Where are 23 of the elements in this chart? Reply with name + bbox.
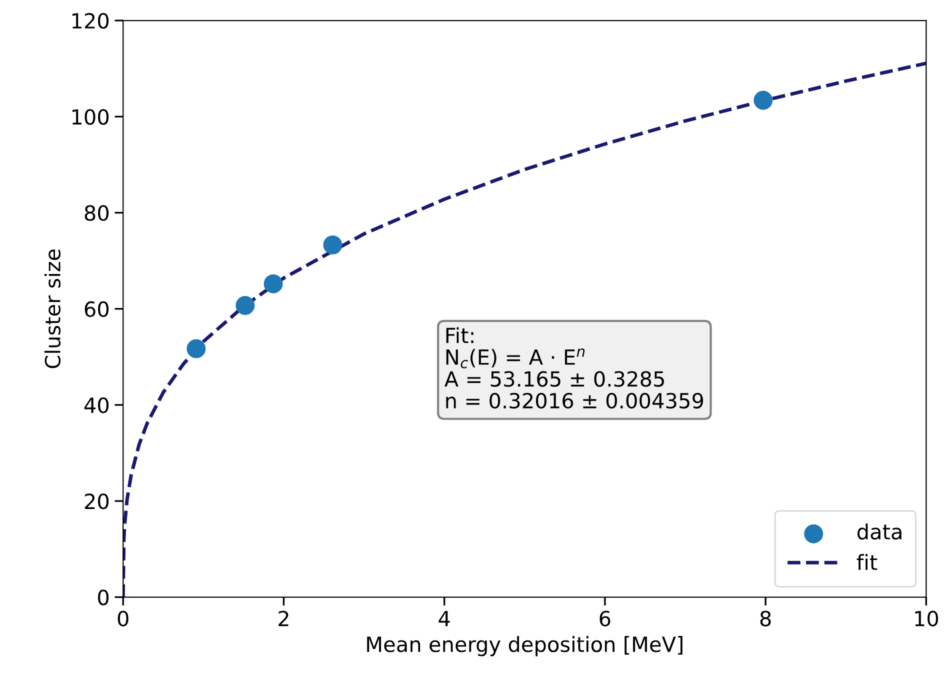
x-axis-title: Mean energy deposition [MeV] xyxy=(367,636,682,656)
y-tick-label: 60 xyxy=(84,301,109,318)
y-tick-label: 0 xyxy=(98,590,109,606)
x-tick-label: 6 xyxy=(600,610,610,626)
y-tick-label: 80 xyxy=(84,205,109,221)
legend-label: data xyxy=(857,523,902,540)
point xyxy=(236,296,255,315)
y-tick-label: 40 xyxy=(84,397,109,414)
point xyxy=(264,274,283,294)
point xyxy=(323,235,342,254)
x-tick-label: 2 xyxy=(278,610,288,626)
x-tick-label: 8 xyxy=(760,610,771,626)
x-tick-label: 4 xyxy=(438,610,450,626)
legend-label: fit xyxy=(856,554,878,570)
point xyxy=(754,90,773,110)
annotation: Fit: N$_{c}$(E) = A · E$^{n}$ A = 53.165 ± 0.3285 n = 0.32016 ± 0.004359 xyxy=(444,327,704,409)
x-tick-label: 0 xyxy=(118,610,128,626)
y-axis-title: Cluster size xyxy=(44,249,61,368)
point xyxy=(186,339,206,358)
x-tick-label: 10 xyxy=(915,610,938,626)
y-tick-label: 100 xyxy=(72,109,109,125)
y-tick-label: 120 xyxy=(72,12,109,29)
y-tick-label: 20 xyxy=(84,493,109,510)
